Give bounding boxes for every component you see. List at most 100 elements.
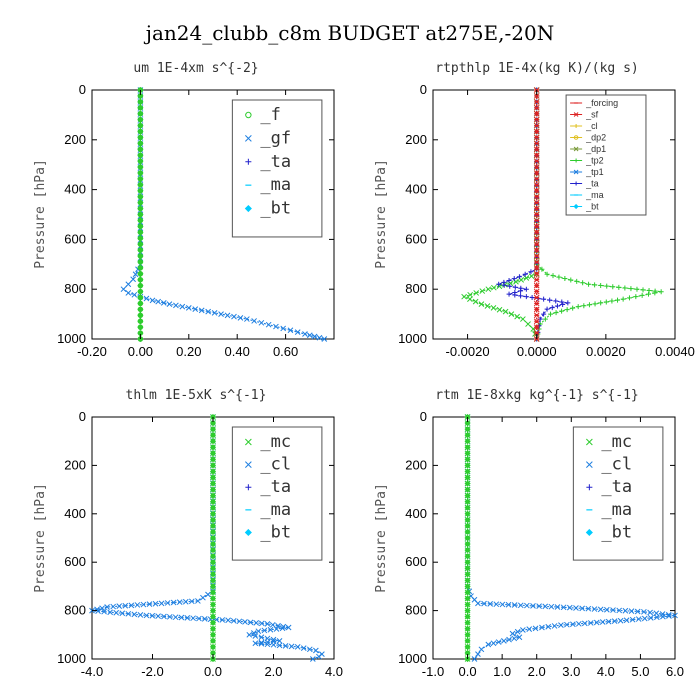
data-point	[556, 274, 562, 280]
data-point	[533, 116, 540, 123]
data-point	[514, 628, 521, 635]
legend-label: _ma	[260, 500, 291, 520]
data-point	[481, 600, 487, 607]
data-point	[131, 291, 138, 298]
data-point	[660, 613, 666, 620]
tick-layer: 0 200 400 600 800 1000-0.20 0.00 0.20 0.40 0.60	[57, 82, 334, 359]
legend-entry: _dp2	[570, 133, 606, 143]
data-point	[209, 528, 217, 536]
y-tick-label: 200	[64, 132, 86, 147]
data-point	[580, 280, 586, 286]
data-point	[316, 334, 323, 341]
data-point	[306, 646, 313, 653]
data-point	[517, 602, 524, 609]
data-point	[137, 164, 144, 171]
x-tick-label: 0.20	[176, 344, 201, 359]
legend-label: _tp2	[585, 156, 604, 166]
data-point	[471, 656, 478, 662]
data-point	[533, 211, 540, 218]
panel-thlm: thlm 1E-5xK s^{-1} Pressure [hPa] 0 200 40…	[33, 388, 343, 679]
x-tick-label: 2.0	[264, 664, 282, 679]
data-point	[533, 99, 540, 105]
legend-label: _dp2	[585, 133, 606, 143]
data-point	[544, 306, 550, 312]
data-point	[306, 332, 313, 339]
data-point	[533, 318, 540, 325]
data-point	[533, 294, 540, 301]
x-tick-label: 5.0	[631, 664, 649, 679]
data-point	[258, 634, 265, 641]
x-tick-label: 0.00	[128, 344, 153, 359]
y-tick-label: 0	[420, 82, 427, 97]
data-point	[626, 295, 632, 301]
legend-box: _f _gf _ta _ma _bt	[231, 99, 323, 238]
data-point	[464, 516, 471, 523]
data-point	[604, 283, 610, 289]
data-point	[209, 522, 217, 529]
data-point	[496, 306, 503, 313]
legend-label: _gf	[260, 128, 291, 148]
data-point	[641, 615, 648, 622]
data-point	[610, 607, 616, 613]
data-point	[512, 292, 518, 298]
data-point	[533, 134, 540, 141]
data-point	[279, 625, 286, 632]
y-tick-label: 1000	[57, 331, 86, 346]
data-point	[581, 303, 587, 309]
data-point	[137, 270, 144, 277]
data-point	[547, 297, 553, 303]
x-tick-label: 1.0	[493, 664, 511, 679]
legend-label: _ta	[260, 152, 291, 172]
legend-label: _ma	[260, 175, 291, 195]
data-point	[137, 110, 144, 117]
data-point	[464, 559, 471, 566]
plot-frame	[91, 89, 335, 340]
y-tick-label: 600	[64, 231, 86, 246]
data-point	[464, 583, 471, 590]
data-point	[573, 112, 579, 117]
data-point	[209, 625, 217, 632]
data-point	[574, 181, 579, 186]
data-point	[209, 468, 217, 475]
data-point	[533, 241, 540, 247]
data-point	[264, 639, 271, 645]
data-point	[533, 300, 540, 307]
data-point	[597, 606, 604, 613]
data-point	[137, 181, 144, 188]
data-point	[559, 308, 565, 314]
data-point	[264, 641, 271, 648]
legend-entry: _cl	[570, 121, 598, 131]
legend-entry: _cl	[586, 455, 632, 475]
data-point	[209, 432, 217, 439]
data-point	[137, 252, 144, 260]
data-point	[499, 601, 506, 608]
data-point	[487, 601, 494, 607]
y-tick-label: 0	[79, 409, 86, 424]
data-point	[246, 631, 253, 638]
data-point	[251, 318, 257, 324]
data-point	[533, 164, 540, 170]
data-point	[218, 311, 224, 317]
x-tick-label: 0.0000	[517, 344, 557, 359]
data-point	[479, 288, 486, 294]
data-point	[620, 296, 626, 302]
data-point	[209, 534, 217, 542]
data-point	[99, 605, 105, 612]
data-point	[533, 104, 540, 111]
data-point	[564, 621, 570, 628]
panel-title: thlm 1E-5xK s^{-1}	[126, 388, 267, 403]
data-point	[464, 432, 471, 439]
data-point	[155, 298, 162, 305]
data-point	[209, 504, 217, 511]
data-point	[137, 288, 144, 295]
legend-label: _dp1	[585, 144, 606, 154]
data-point	[137, 264, 144, 271]
y-tick-label: 400	[405, 506, 427, 521]
data-point	[285, 624, 292, 631]
data-point	[634, 608, 641, 615]
data-point	[131, 611, 138, 618]
data-point	[209, 540, 217, 548]
data-point	[132, 271, 139, 278]
data-point	[542, 316, 548, 322]
data-point	[574, 278, 580, 284]
